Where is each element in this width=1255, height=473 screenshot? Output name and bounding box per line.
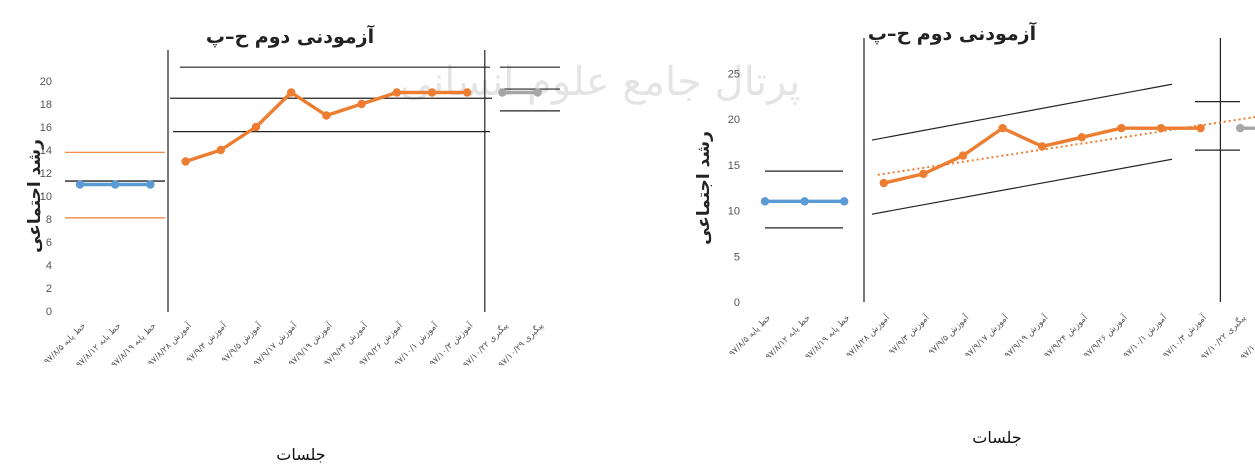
chart-1-y-tick-label: 12 [40,168,52,180]
chart-1-treatment-point [392,88,401,97]
chart-1-title: آزمودنی دوم ح–پ [206,24,375,48]
chart-1-y-tick-label: 2 [46,283,52,295]
chart-2-treatment-point [1196,123,1205,133]
chart-2-treatment-point [1117,123,1126,133]
chart-1-baseline-point [146,180,155,189]
chart-2-title: آزمودنی دوم ح–پ [868,21,1037,45]
chart-1-treatment-point [216,145,225,155]
chart-2-treatment-point [879,178,888,188]
chart-2-y-tick-label: 0 [734,297,740,309]
chart-1-y-tick-label: 18 [40,99,52,111]
chart-1-x-axis-label: جلسات [276,445,325,464]
chart-1-treatment-point [427,88,437,97]
chart-1-followup-point [498,88,507,97]
chart-1-y-tick-label: 20 [40,76,52,88]
chart-1-y-tick-label: 14 [40,145,52,157]
chart-2-x-tick-label: آموزش ۹۷/۹/۵ [926,311,972,357]
chart-2-y-tick-label: 25 [728,68,740,80]
chart-2-baseline-point [760,197,770,206]
chart-2-treatment-point [998,123,1007,133]
chart-2-x-axis-label: جلسات [972,428,1021,447]
chart-2-treatment-upper-line [871,83,1173,141]
chart-2-treatment-series-line [883,126,1201,185]
chart-2-treatment-point [958,151,968,160]
chart-2-treatment-point [1156,123,1166,133]
chart-1-treatment-point [322,111,331,120]
chart-2-y-tick-label: 15 [728,160,740,172]
chart-1-y-axis-label: رشد اجتماعی [25,139,45,253]
chart-1-y-tick-label: 10 [40,191,52,203]
chart-1-y-tick-label: 0 [46,306,52,318]
chart-2-x-tick-label: آموزش ۹۷/۹/۳ [886,311,932,357]
chart-1-treatment-point [287,88,296,97]
chart-2-treatment-lower-line [871,158,1173,215]
chart-1-y-tick-label: 16 [40,122,52,134]
chart-2-baseline-point [800,197,809,206]
chart-1-treatment-point [251,122,261,132]
chart-1-treatment-point [181,157,190,166]
chart-2-y-tick-label: 10 [728,206,740,218]
chart-2-treatment-point [1038,142,1047,151]
chart-1-followup-point [533,88,542,97]
chart-2-treatment-point [1077,133,1087,142]
chart-2-y-tick-label: 5 [734,251,740,263]
chart-1-y-tick-label: 8 [46,214,52,226]
chart-2-y-axis-label: رشد اجتماعی [694,131,714,245]
chart-1-treatment-point [463,88,472,97]
chart-1-baseline-point [75,180,85,189]
chart-2-treatment-point [919,169,928,179]
chart-1-y-tick-label: 4 [46,260,52,272]
chart-1-y-tick-label: 6 [46,237,52,249]
chart-2-followup-point [1236,123,1245,133]
chart-2-y-tick-label: 20 [728,114,740,126]
chart-1-treatment-point [357,99,366,109]
chart-1-baseline-point [111,180,120,189]
chart-2-baseline-point [840,197,849,206]
